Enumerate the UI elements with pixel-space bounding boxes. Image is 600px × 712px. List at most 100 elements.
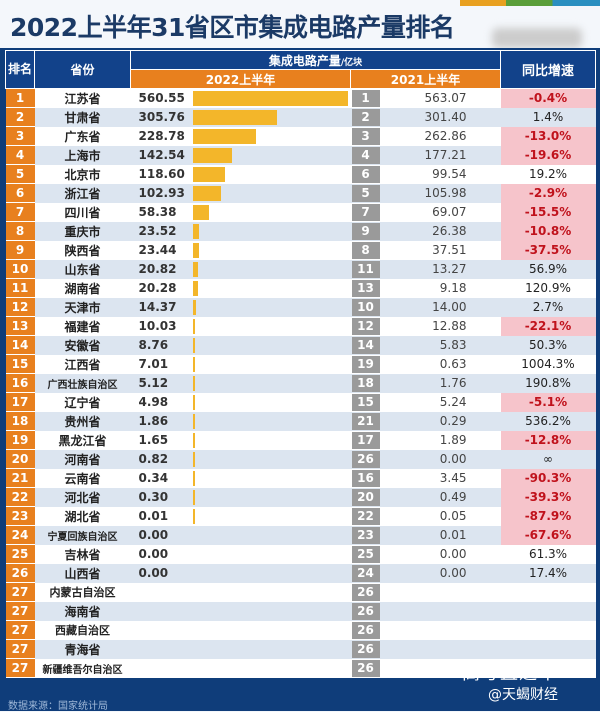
value-2022: 142.54	[130, 145, 191, 165]
value-2022: 58.38	[130, 202, 191, 222]
rank-2021: 2	[351, 108, 380, 126]
watermark-account: @天蝎财经	[488, 687, 558, 703]
growth-rate: 61.3%	[500, 544, 596, 564]
province: 福建省	[34, 316, 131, 336]
value-2021: 0.63	[380, 354, 501, 374]
growth-rate: -12.8%	[500, 430, 596, 450]
growth-rate	[500, 620, 596, 640]
rank-2022: 25	[5, 544, 35, 564]
bar-2022	[192, 186, 221, 201]
ranking-table: 排名 省份 集成电路产量/亿块 同比增速 2022上半年 2021上半年 1 江苏…	[5, 50, 596, 678]
province: 山东省	[34, 259, 131, 279]
rank-2021-cell: 5	[350, 183, 381, 203]
rank-2022: 10	[5, 259, 35, 279]
table-row: 14 安徽省 8.76 14 5.83 50.3%	[5, 335, 596, 355]
rank-2022: 2	[5, 107, 35, 127]
rank-2021: 15	[351, 393, 380, 411]
bar-2022	[192, 357, 195, 372]
rank-2022: 21	[5, 468, 35, 488]
growth-rate: 17.4%	[500, 563, 596, 583]
rank-2021-cell: 26	[350, 582, 381, 602]
province: 江西省	[34, 354, 131, 374]
value-2022: 8.76	[130, 335, 191, 355]
rank-2021-cell: 10	[350, 297, 381, 317]
rank-2021-cell: 6	[350, 164, 381, 184]
rank-2021: 17	[351, 431, 380, 449]
table-row: 2 甘肃省 305.76 2 301.40 1.4%	[5, 107, 596, 127]
growth-rate: -22.1%	[500, 316, 596, 336]
value-2022	[130, 620, 191, 640]
value-2022: 23.44	[130, 240, 191, 260]
value-2022	[130, 582, 191, 602]
value-2022: 0.01	[130, 506, 191, 526]
watermark-title: 高考直通车	[462, 663, 557, 684]
table-row: 27 青海省 26	[5, 639, 596, 659]
province: 辽宁省	[34, 392, 131, 412]
header-unit: /亿块	[340, 57, 363, 68]
bar-cell	[190, 449, 351, 469]
province: 湖北省	[34, 506, 131, 526]
value-2021: 99.54	[380, 164, 501, 184]
rank-2021-cell: 4	[350, 145, 381, 165]
bar-2022	[192, 148, 232, 163]
bar-cell	[190, 373, 351, 393]
value-2021: 1.76	[380, 373, 501, 393]
growth-rate: 56.9%	[500, 259, 596, 279]
value-2021: 0.29	[380, 411, 501, 431]
rank-2022: 23	[5, 506, 35, 526]
value-2022	[130, 601, 191, 621]
bar-2022	[192, 91, 348, 107]
rank-2022: 20	[5, 449, 35, 469]
growth-rate: -90.3%	[500, 468, 596, 488]
value-2021: 1.89	[380, 430, 501, 450]
bar-cell	[190, 658, 351, 678]
table-row: 27 海南省 26	[5, 601, 596, 621]
rank-2022: 22	[5, 487, 35, 507]
rank-2021-cell: 1	[350, 88, 381, 108]
bar-2022	[192, 471, 195, 486]
rank-2021: 6	[351, 165, 380, 183]
table-row: 27 新疆维吾尔自治区 26	[5, 658, 596, 678]
bar-2022	[192, 414, 195, 429]
value-2022: 1.86	[130, 411, 191, 431]
rank-2021-cell: 13	[350, 278, 381, 298]
value-2021	[380, 601, 501, 621]
table-row: 13 福建省 10.03 12 12.88 -22.1%	[5, 316, 596, 336]
province: 山西省	[34, 563, 131, 583]
rank-2021: 21	[351, 412, 380, 430]
province: 江苏省	[34, 88, 131, 108]
value-2021: 14.00	[380, 297, 501, 317]
value-2021: 105.98	[380, 183, 501, 203]
bar-cell	[190, 620, 351, 640]
growth-rate	[500, 601, 596, 621]
growth-rate: -13.0%	[500, 126, 596, 146]
header-rank: 排名	[5, 50, 35, 89]
value-2021: 12.88	[380, 316, 501, 336]
province: 安徽省	[34, 335, 131, 355]
bar-cell	[190, 183, 351, 203]
value-2022: 10.03	[130, 316, 191, 336]
bar-2022	[192, 490, 195, 505]
bar-2022	[192, 338, 195, 353]
growth-rate: -67.6%	[500, 525, 596, 545]
rank-2022: 17	[5, 392, 35, 412]
bar-cell	[190, 392, 351, 412]
province: 吉林省	[34, 544, 131, 564]
value-2022	[130, 658, 191, 678]
header-2021: 2021上半年	[350, 69, 501, 89]
table-row: 6 浙江省 102.93 5 105.98 -2.9%	[5, 183, 596, 203]
table-row: 20 河南省 0.82 26 0.00 ∞	[5, 449, 596, 469]
value-2022: 1.65	[130, 430, 191, 450]
rank-2021-cell: 23	[350, 525, 381, 545]
table-row: 5 北京市 118.60 6 99.54 19.2%	[5, 164, 596, 184]
province: 甘肃省	[34, 107, 131, 127]
rank-2021-cell: 16	[350, 468, 381, 488]
bar-cell	[190, 88, 351, 108]
rank-2022: 26	[5, 563, 35, 583]
rank-2021: 3	[351, 127, 380, 145]
rank-2021-cell: 26	[350, 658, 381, 678]
rank-2021: 16	[351, 469, 380, 487]
value-2022: 20.28	[130, 278, 191, 298]
bar-2022	[192, 319, 196, 334]
value-2021: 0.05	[380, 506, 501, 526]
